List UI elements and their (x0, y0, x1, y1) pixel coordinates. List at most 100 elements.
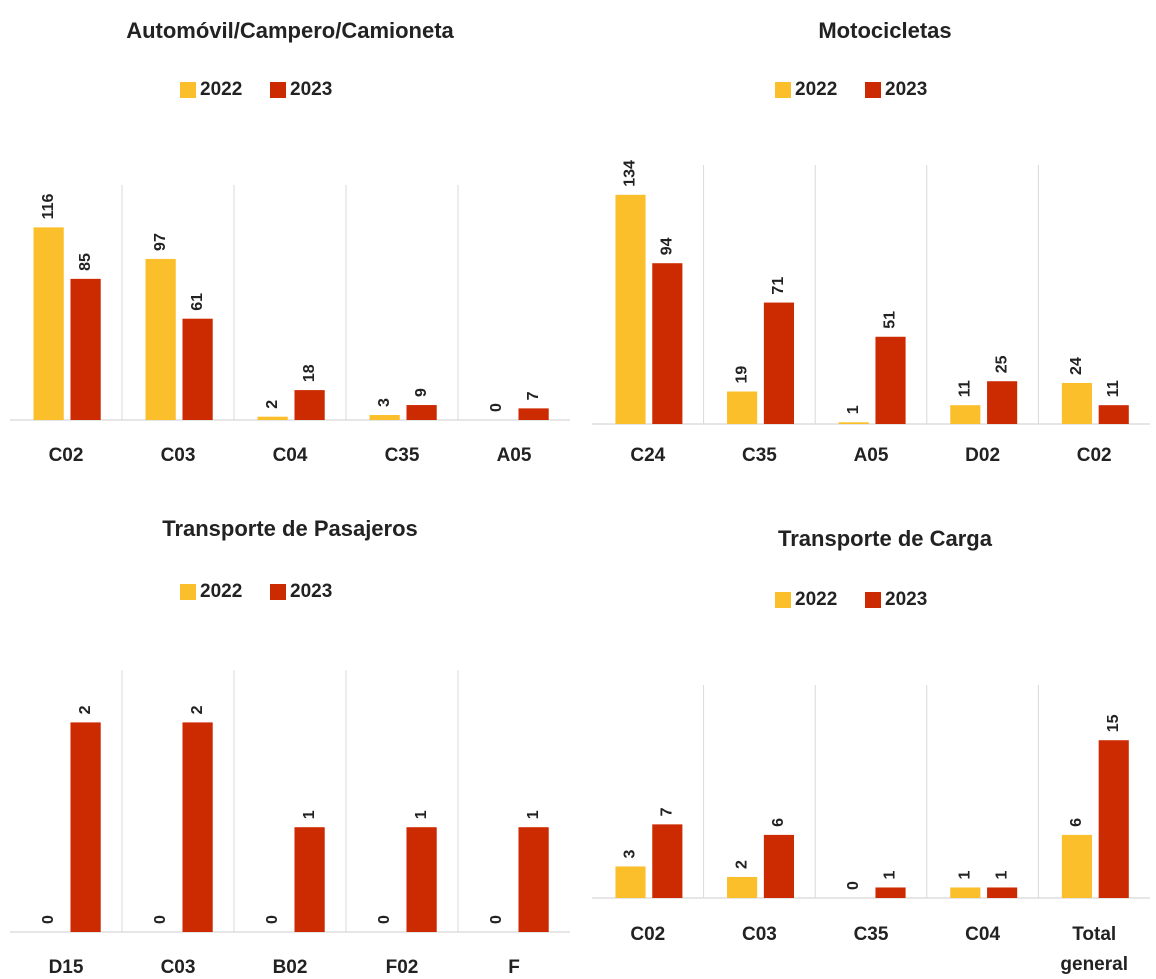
bar (369, 415, 400, 420)
data-label: 24 (1068, 357, 1085, 375)
data-label: 0 (264, 915, 281, 924)
data-label: 7 (525, 391, 542, 400)
x-tick-label: A05 (854, 445, 889, 466)
x-tick-label: F (508, 957, 520, 978)
data-label: 25 (993, 355, 1010, 373)
chart-title: Motocicletas (818, 18, 951, 43)
x-tick-label: C03 (161, 445, 196, 466)
data-label: 2 (77, 705, 94, 714)
data-label: 71 (770, 277, 787, 295)
bar (727, 876, 758, 898)
data-label: 0 (40, 915, 57, 924)
x-tick-label: C35 (742, 445, 777, 466)
data-label: 97 (152, 233, 169, 251)
data-label: 18 (301, 364, 318, 382)
data-label: 94 (659, 237, 676, 255)
x-tick-label: D15 (49, 957, 84, 978)
data-label: 2 (733, 860, 750, 869)
data-label: 51 (882, 311, 899, 329)
data-label: 9 (413, 388, 430, 397)
x-tick-label: C02 (1077, 445, 1112, 466)
data-label: 19 (733, 366, 750, 384)
bar (406, 827, 437, 932)
bar (70, 278, 101, 420)
bar (987, 887, 1018, 898)
legend-label: 2023 (885, 589, 927, 610)
chart-title: Transporte de Carga (778, 526, 993, 551)
bar (1061, 834, 1092, 898)
data-label: 2 (264, 400, 281, 409)
legend-label: 2023 (885, 79, 927, 100)
x-tick-label: C04 (965, 924, 1000, 945)
data-label: 134 (622, 160, 639, 187)
data-label: 3 (622, 849, 639, 858)
data-label: 1 (525, 810, 542, 819)
data-label: 2 (189, 705, 206, 714)
chart-title: Automóvil/Campero/Camioneta (126, 18, 454, 43)
x-tick-label: B02 (273, 957, 308, 978)
x-tick-label: C35 (385, 445, 420, 466)
x-tick-label: C35 (854, 924, 889, 945)
x-tick-label: C02 (630, 924, 665, 945)
bar (70, 722, 101, 932)
bar (518, 827, 549, 932)
bar (182, 318, 213, 420)
x-tick-label: D02 (965, 445, 1000, 466)
legend-label: 2022 (200, 581, 242, 602)
bar (1098, 405, 1129, 424)
data-label: 7 (659, 807, 676, 816)
legend-label: 2022 (795, 79, 837, 100)
chart-title: Transporte de Pasajeros (162, 516, 418, 541)
bar (1061, 382, 1092, 424)
bar (406, 405, 437, 420)
data-label: 15 (1105, 714, 1122, 732)
bar (763, 302, 794, 424)
data-label: 0 (845, 881, 862, 890)
data-label: 1 (993, 870, 1010, 879)
data-label: 1 (845, 405, 862, 414)
bar (950, 405, 981, 424)
data-label: 6 (770, 818, 787, 827)
data-label: 0 (376, 915, 393, 924)
x-tick-label: F02 (386, 957, 419, 978)
legend-label: 2022 (200, 79, 242, 100)
bar (182, 722, 213, 932)
bar (615, 194, 646, 424)
bar (294, 827, 325, 932)
bar (987, 381, 1018, 424)
bar (615, 866, 646, 898)
x-tick-label: C03 (742, 924, 777, 945)
legend-swatch (270, 584, 286, 600)
x-tick-label: C02 (49, 445, 84, 466)
legend-swatch (270, 82, 286, 98)
legend-label: 2023 (290, 79, 332, 100)
bar (518, 408, 549, 420)
bar (33, 227, 64, 420)
data-label: 61 (189, 293, 206, 311)
bar (875, 336, 906, 424)
legend-swatch (180, 584, 196, 600)
data-label: 6 (1068, 818, 1085, 827)
legend-swatch (865, 592, 881, 608)
legend-label: 2023 (290, 581, 332, 602)
legend-swatch (180, 82, 196, 98)
bar (1098, 740, 1129, 898)
x-tick-label: C24 (630, 445, 665, 466)
bar (763, 834, 794, 898)
bar (950, 887, 981, 898)
legend-swatch (775, 82, 791, 98)
data-label: 0 (152, 915, 169, 924)
bar (652, 824, 683, 898)
bar (145, 258, 176, 420)
data-label: 3 (376, 398, 393, 407)
data-label: 1 (957, 870, 974, 879)
data-label: 1 (301, 810, 318, 819)
x-tick-label: C04 (273, 445, 308, 466)
bar (727, 391, 758, 424)
data-label: 85 (77, 253, 94, 271)
x-tick-label: A05 (497, 445, 532, 466)
bar (294, 390, 325, 420)
bar (257, 416, 288, 420)
data-label: 0 (488, 915, 505, 924)
